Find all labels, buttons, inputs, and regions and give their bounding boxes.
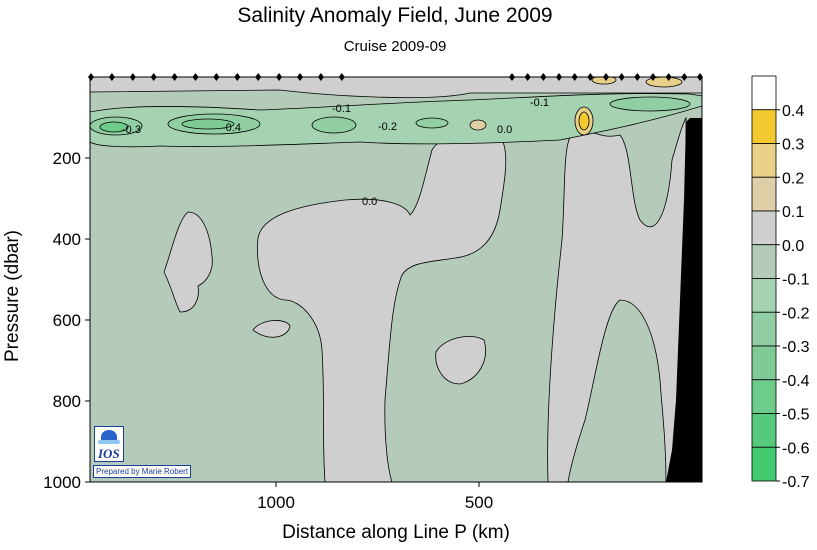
colorbar-label: 0.0 — [782, 238, 804, 255]
colorbar-swatch — [751, 379, 777, 414]
mid-zero-patch — [435, 336, 486, 385]
colorbar-swatch — [751, 210, 777, 246]
colorbar: 0.4 0.3 0.2 0.1 0.0 -0.1 -0.2 -0.3 -0.4 -0.5 -0.6 -… — [751, 75, 810, 491]
central-zero-region — [257, 134, 507, 482]
station-markers — [88, 73, 703, 81]
surface-zero-band — [90, 77, 702, 98]
colorbar-swatch — [751, 311, 777, 347]
negative-band — [90, 93, 702, 148]
chart-subtitle: Cruise 2009-09 — [343, 38, 447, 55]
negative-core-center-inner — [181, 118, 235, 130]
contour-label: -0.3 — [122, 124, 141, 136]
small-zero-patch — [252, 320, 291, 338]
negative-core-west-inner — [99, 121, 129, 133]
surface-positive-patch-east — [645, 77, 683, 88]
colorbar-swatch — [751, 446, 777, 482]
negative-core-east — [311, 116, 357, 134]
contour-label: 0.0 — [497, 124, 512, 136]
colorbar-swatch — [751, 143, 777, 178]
logo-text: IOS — [98, 446, 120, 461]
surface-positive-patch — [591, 77, 617, 85]
colorbar-label: -0.3 — [782, 339, 810, 356]
y-axis-ticks: 200 400 600 800 1000 — [43, 149, 90, 492]
colorbar-label: -0.1 — [782, 272, 810, 289]
negative-core-offshore — [609, 96, 691, 112]
y-tick-label: 800 — [53, 392, 81, 411]
colorbar-label: -0.4 — [782, 373, 810, 390]
credit-text: Prepared by Marie Robert — [93, 465, 192, 478]
colorbar-label: 0.4 — [782, 103, 804, 120]
plot-frame — [89, 76, 703, 483]
colorbar-label: 0.2 — [782, 170, 804, 187]
colorbar-label: -0.7 — [782, 474, 810, 491]
small-positive-patch — [469, 119, 487, 131]
y-tick-label: 200 — [53, 149, 81, 168]
wave-icon — [98, 440, 120, 444]
colorbar-swatch — [751, 75, 777, 111]
y-tick-label: 1000 — [43, 473, 81, 492]
colorbar-label: 0.3 — [782, 137, 804, 154]
contour-label: -0.1 — [530, 97, 549, 109]
colorbar-label: -0.2 — [782, 305, 810, 322]
colorbar-swatch — [751, 244, 777, 279]
contour-label: 0.0 — [362, 196, 377, 208]
bathymetry — [666, 118, 702, 482]
eastern-zero-region — [547, 116, 687, 482]
positive-patch-core — [578, 111, 590, 131]
colorbar-swatch — [751, 278, 777, 313]
y-tick-label: 600 — [53, 311, 81, 330]
contour-label: -0.4 — [222, 122, 241, 134]
colorbar-swatch — [751, 345, 777, 381]
colorbar-swatch — [751, 176, 777, 212]
x-tick-label: 1000 — [257, 493, 295, 512]
negative-core-far-east — [415, 117, 449, 129]
colorbar-swatch — [751, 413, 777, 448]
western-zero-patch — [163, 211, 213, 313]
chart-title: Salinity Anomaly Field, June 2009 — [237, 4, 553, 27]
x-axis-label: Distance along Line P (km) — [282, 522, 510, 543]
contour-label: -0.2 — [378, 121, 397, 133]
colorbar-label: -0.6 — [782, 440, 810, 457]
y-tick-label: 400 — [53, 230, 81, 249]
colorbar-swatch — [751, 109, 777, 144]
contour-field: -0.1 -0.1 -0.2 -0.4 -0.3 0.0 0.0 — [90, 77, 702, 482]
colorbar-label: 0.1 — [782, 204, 804, 221]
ios-logo: IOS — [94, 426, 124, 462]
contour-label: -0.1 — [332, 103, 351, 115]
x-tick-label: 500 — [465, 493, 493, 512]
colorbar-label: -0.5 — [782, 407, 810, 424]
x-axis-ticks: 1000 500 — [257, 482, 493, 512]
